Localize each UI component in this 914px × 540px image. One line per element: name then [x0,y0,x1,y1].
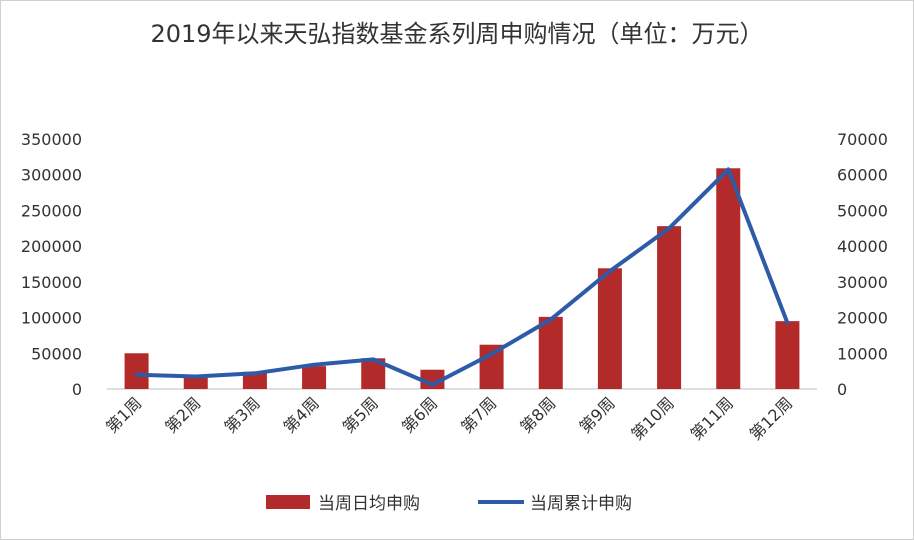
x-axis: 第1周 第2周 第3周 第4周 第5周 第6周 第7周 第8周 第9周 第10周 第11周 第12周 [102,393,796,443]
y-right-tick-7: 70000 [837,130,888,149]
y-left-tick-1: 50000 [31,344,82,363]
x-tick-12: 第12周 [746,393,796,443]
chart-title: 2019年以来天弘指数基金系列周申购情况（单位：万元） [150,20,764,48]
y-left-tick-4: 200000 [21,237,82,256]
y-left-tick-2: 100000 [21,309,82,328]
bar-9 [597,268,622,389]
x-tick-3: 第3周 [220,393,263,436]
y-axis-left: 0 50000 100000 150000 200000 250000 300000 3500… [21,130,82,399]
cumulative-line [134,167,790,387]
x-tick-7: 第7周 [457,393,500,436]
bar-4 [302,366,327,389]
y-left-tick-7: 350000 [21,130,82,149]
y-left-tick-5: 250000 [21,201,82,220]
bar-12 [775,321,800,389]
legend-bar-label: 当周日均申购 [318,494,420,514]
x-tick-9: 第9周 [575,393,618,436]
y-right-tick-1: 10000 [837,344,888,363]
x-tick-10: 第10周 [627,393,677,443]
x-tick-6: 第6周 [398,393,441,436]
y-left-tick-3: 150000 [21,273,82,292]
x-tick-4: 第4周 [280,393,323,436]
x-tick-11: 第11周 [687,393,737,443]
bar-1 [124,353,149,389]
bar-8 [538,316,563,389]
y-right-tick-5: 50000 [837,201,888,220]
y-right-tick-2: 20000 [837,309,888,328]
bar-10 [657,226,682,389]
x-tick-8: 第8周 [516,393,559,436]
y-left-tick-6: 300000 [21,166,82,185]
legend: 当周日均申购 当周累计申购 [266,494,632,514]
x-tick-2: 第2周 [161,393,204,436]
x-tick-5: 第5周 [339,393,382,436]
y-left-tick-0: 0 [72,380,82,399]
line-series-cumulative [134,167,790,387]
bar-3 [242,371,267,389]
y-axis-right: 0 10000 20000 30000 40000 50000 60000 70000 [837,130,888,399]
y-right-tick-4: 40000 [837,237,888,256]
legend-bar-swatch [266,495,310,509]
y-right-tick-6: 60000 [837,166,888,185]
bar-11 [716,168,741,389]
y-right-tick-3: 30000 [837,273,888,292]
legend-line-label: 当周累计申购 [530,494,632,514]
x-tick-1: 第1周 [102,393,145,436]
y-right-tick-0: 0 [837,380,847,399]
bar-series-daily [124,168,800,389]
